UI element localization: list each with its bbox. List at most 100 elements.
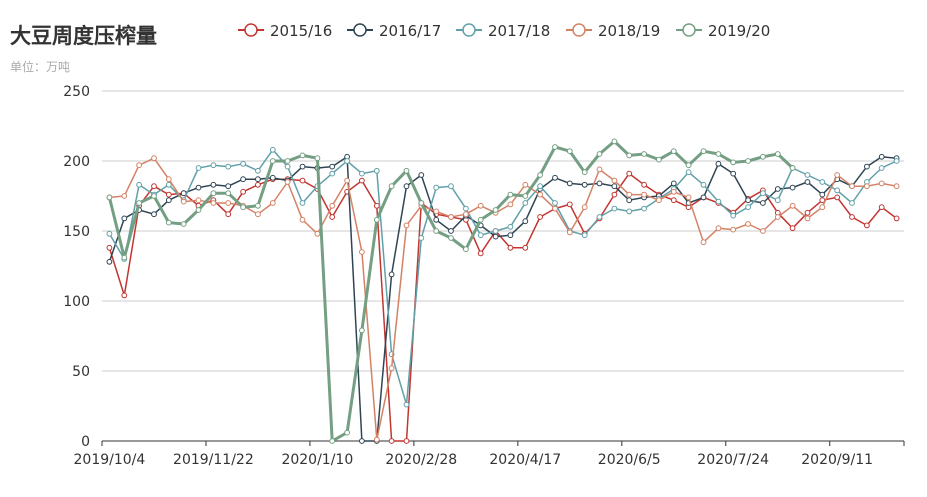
data-point (864, 222, 870, 229)
x-tick-label: 2020/7/24 (697, 452, 769, 468)
data-point (670, 197, 677, 204)
data-point (893, 158, 900, 164)
data-point (388, 365, 395, 372)
data-point (566, 180, 573, 187)
data-point (581, 232, 588, 239)
data-point (433, 208, 440, 215)
data-point (507, 201, 514, 208)
data-point (403, 167, 410, 174)
data-point (329, 170, 336, 177)
data-point (403, 183, 410, 190)
data-point (819, 197, 826, 204)
data-point (626, 191, 633, 198)
data-point (240, 188, 247, 195)
data-point (492, 207, 499, 213)
data-point (225, 200, 232, 206)
data-point (180, 221, 187, 227)
legend-item: 2015/16 (238, 22, 332, 40)
series-2015-16 (106, 170, 900, 444)
y-tick-label: 150 (63, 224, 90, 240)
data-point (819, 179, 826, 185)
data-point (195, 165, 202, 171)
chart-title: 大豆周度压榨量 (10, 24, 157, 48)
data-point (774, 197, 781, 204)
data-point (849, 183, 855, 190)
data-point (448, 214, 454, 220)
data-point (819, 191, 826, 198)
data-point (477, 216, 484, 223)
legend-item: 2019/20 (676, 22, 770, 40)
data-point (403, 401, 410, 408)
data-point (210, 190, 217, 197)
data-point (715, 225, 722, 232)
data-point (522, 193, 529, 199)
data-point (195, 207, 202, 213)
data-point (329, 214, 336, 220)
data-point (299, 216, 306, 223)
data-point (507, 232, 514, 239)
data-point (388, 271, 395, 278)
data-point (596, 151, 603, 157)
data-point (834, 187, 841, 194)
data-point (195, 184, 202, 191)
data-point (284, 179, 291, 185)
data-point (507, 244, 514, 251)
data-point (774, 214, 781, 220)
data-point (745, 158, 751, 164)
data-point (463, 205, 469, 212)
y-tick-label: 250 (63, 84, 90, 100)
data-point (136, 162, 143, 169)
data-point (804, 209, 811, 216)
data-point (448, 228, 454, 234)
data-point (760, 153, 766, 160)
data-point (507, 223, 514, 230)
legend: 2015/16 2016/17 2017/18 2018/19 2019/20 (238, 22, 770, 40)
series-2016-17 (106, 153, 900, 444)
data-point (626, 152, 633, 159)
data-point (789, 225, 796, 232)
data-point (477, 202, 484, 209)
data-point (240, 176, 247, 183)
data-point (611, 205, 618, 212)
chart-subtitle: 单位：万吨 (10, 60, 71, 74)
data-point (284, 158, 291, 164)
data-point (834, 172, 841, 178)
series-layer (106, 138, 900, 444)
data-point (670, 148, 677, 155)
legend-marker (572, 23, 586, 37)
data-point (255, 167, 261, 174)
data-point (106, 244, 113, 251)
data-point (165, 176, 172, 183)
data-point (344, 158, 351, 164)
data-point (730, 212, 737, 219)
data-point (566, 201, 573, 208)
data-point (255, 202, 261, 209)
data-point (656, 156, 662, 163)
data-point (819, 204, 826, 211)
data-point (477, 232, 484, 239)
data-point (685, 169, 692, 176)
data-point (507, 191, 514, 198)
x-tick-label: 2020/2/28 (385, 452, 457, 468)
data-point (136, 181, 143, 188)
data-point (359, 249, 365, 255)
data-point (299, 163, 306, 170)
data-point (121, 254, 128, 261)
data-point (121, 292, 128, 299)
data-point (566, 229, 573, 236)
data-point (299, 200, 306, 206)
data-point (745, 221, 751, 227)
data-point (581, 181, 588, 188)
data-point (596, 214, 603, 220)
data-point (730, 226, 737, 233)
data-point (448, 183, 454, 190)
data-point (225, 183, 232, 190)
legend-item: 2016/17 (347, 22, 441, 40)
data-point (760, 200, 766, 206)
data-point (893, 215, 900, 222)
x-tick-label: 2020/6/5 (598, 452, 661, 468)
series-2019-20 (106, 138, 796, 444)
legend-marker (244, 23, 258, 37)
data-point (210, 162, 217, 169)
data-point (418, 235, 425, 241)
